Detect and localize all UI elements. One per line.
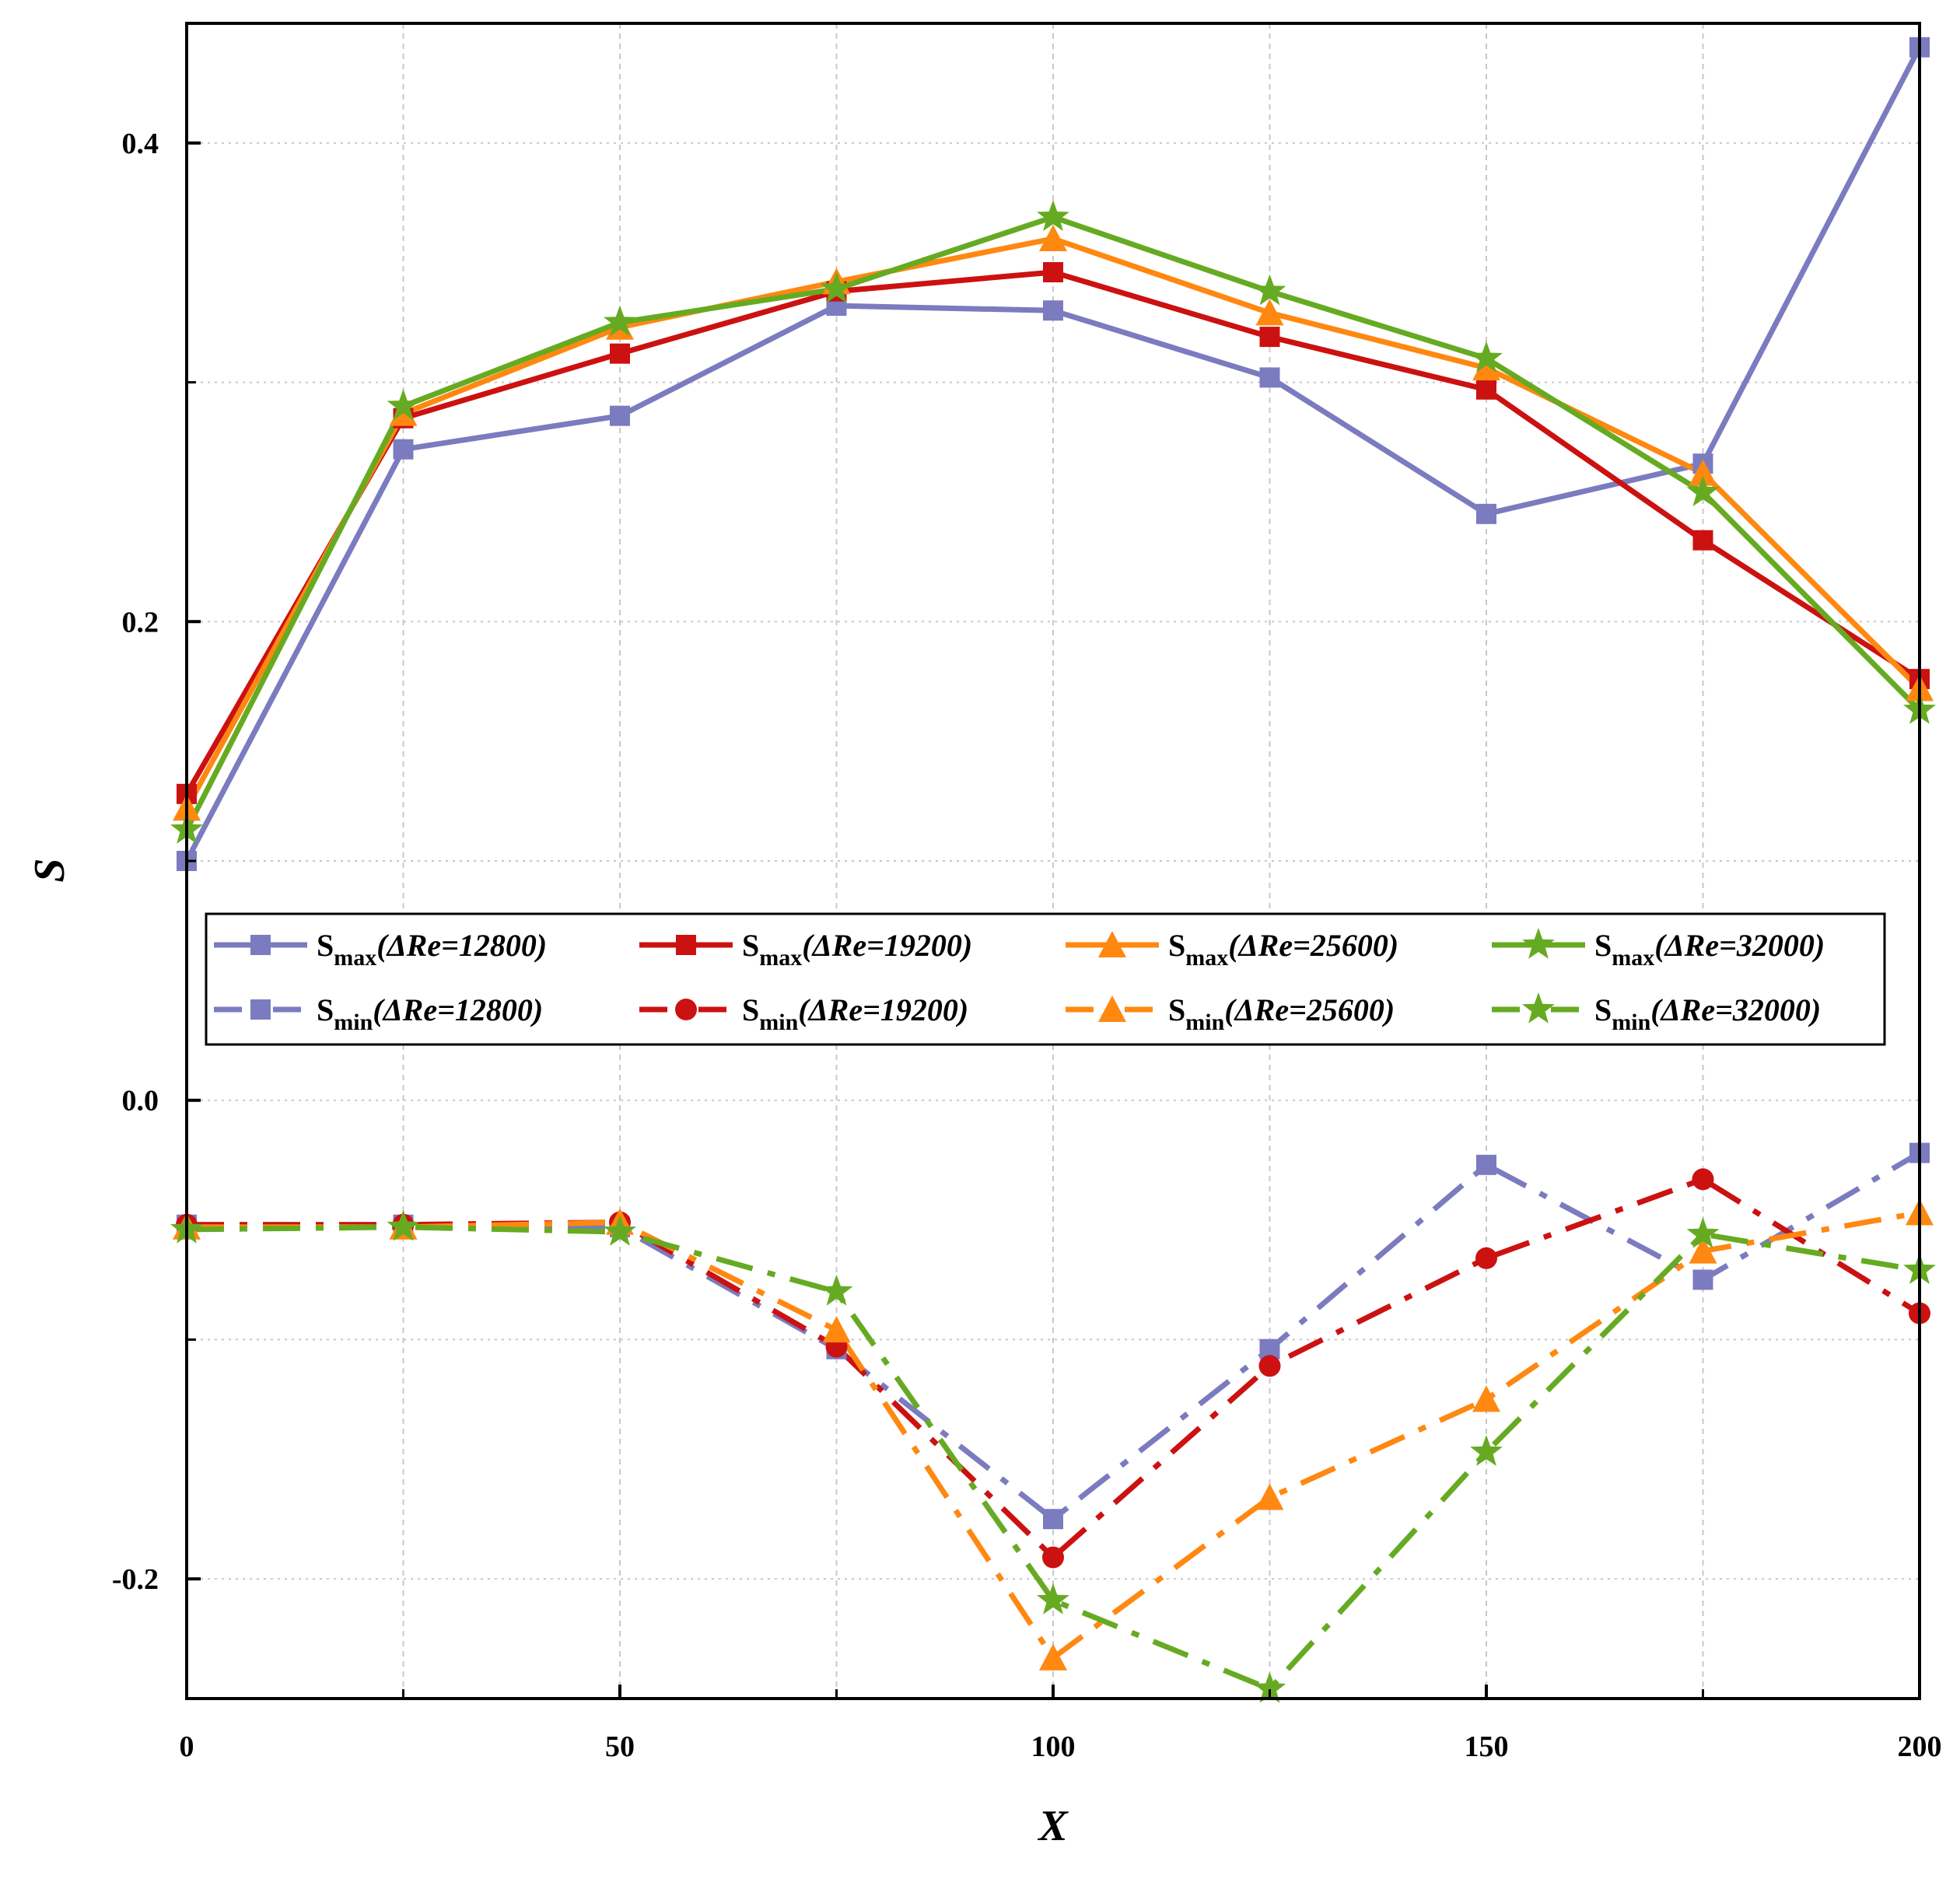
data-point-s2-7 xyxy=(1689,459,1717,486)
y-tick-label: 0.4 xyxy=(122,128,159,160)
data-point-s6-3 xyxy=(822,1316,851,1343)
data-point-s7-7 xyxy=(1686,1217,1720,1248)
legend-marker-7 xyxy=(1522,992,1555,1023)
data-point-s2-4 xyxy=(1039,224,1067,251)
data-point-s4-6 xyxy=(1476,1154,1496,1175)
data-point-s7-3 xyxy=(820,1274,853,1306)
data-point-s3-6 xyxy=(1470,341,1503,373)
legend-marker-6 xyxy=(1098,995,1126,1022)
x-tick-label: 0 xyxy=(180,1730,194,1763)
data-point-s5-4 xyxy=(1042,1546,1064,1569)
data-point-s0-5 xyxy=(1259,367,1280,388)
legend-marker-5 xyxy=(675,999,697,1020)
x-tick-label: 150 xyxy=(1465,1730,1509,1763)
legend-label-1: Smax(ΔRe=19200) xyxy=(742,928,972,971)
legend-label-4: Smin(ΔRe=12800) xyxy=(317,992,543,1035)
data-point-s5-5 xyxy=(1258,1355,1281,1377)
data-point-s1-4 xyxy=(1043,262,1063,283)
data-point-s5-7 xyxy=(1692,1168,1714,1191)
data-point-s3-7 xyxy=(1686,475,1720,506)
y-tick-label: -0.2 xyxy=(112,1563,159,1596)
data-point-s3-4 xyxy=(1037,200,1069,231)
data-point-s7-4 xyxy=(1037,1583,1069,1615)
data-point-s4-4 xyxy=(1043,1509,1063,1530)
legend-marker-4 xyxy=(250,999,271,1020)
legend-label-2: Smax(ΔRe=25600) xyxy=(1168,928,1398,971)
legend-label-5: Smin(ΔRe=19200) xyxy=(742,992,968,1035)
axis-ticks: 0 50 100 150 200 -0.2 0.0 0.2 0.4 xyxy=(112,128,1942,1763)
legend-label-6: Smin(ΔRe=25600) xyxy=(1168,992,1395,1035)
legend: Smax(ΔRe=12800) Smax(ΔRe=19200) Smax(ΔRe=2… xyxy=(205,912,1886,1046)
data-point-s0-2 xyxy=(610,405,630,426)
data-point-s3-2 xyxy=(604,305,636,337)
legend-marker-2 xyxy=(1098,931,1126,957)
data-point-s6-6 xyxy=(1472,1385,1500,1412)
x-tick-label: 200 xyxy=(1898,1730,1942,1763)
data-point-s1-5 xyxy=(1259,327,1280,348)
data-point-s0-6 xyxy=(1476,503,1496,524)
legend-marker-3 xyxy=(1522,928,1555,959)
legend-marker-1 xyxy=(676,935,696,955)
data-point-s2-5 xyxy=(1255,299,1284,326)
legend-label-7: Smin(ΔRe=32000) xyxy=(1594,992,1821,1035)
data-point-s5-6 xyxy=(1475,1247,1497,1269)
data-point-s1-2 xyxy=(610,343,630,364)
data-point-s3-1 xyxy=(387,389,420,421)
data-point-s1-6 xyxy=(1476,379,1496,400)
data-point-s6-7 xyxy=(1689,1237,1717,1264)
data-point-s6-4 xyxy=(1039,1643,1067,1671)
legend-box xyxy=(205,912,1886,1046)
y-tick-label: 0.2 xyxy=(122,606,159,639)
data-point-s7-5 xyxy=(1253,1671,1286,1703)
legend-marker-0 xyxy=(250,935,271,955)
x-tick-label: 100 xyxy=(1031,1730,1076,1763)
grid xyxy=(187,23,1920,1699)
data-point-s6-5 xyxy=(1255,1483,1284,1510)
data-point-s4-7 xyxy=(1692,1269,1713,1290)
y-tick-label: 0.0 xyxy=(122,1085,159,1118)
legend-label-0: Smax(ΔRe=12800) xyxy=(317,928,547,971)
data-point-s3-5 xyxy=(1253,274,1286,306)
data-point-s0-4 xyxy=(1043,300,1063,321)
x-tick-label: 50 xyxy=(605,1730,635,1763)
data-point-s1-7 xyxy=(1692,530,1713,551)
data-point-s2-6 xyxy=(1472,354,1500,381)
data-point-s7-1 xyxy=(387,1209,420,1241)
legend-label-3: Smax(ΔRe=32000) xyxy=(1594,928,1825,971)
data-point-s3-3 xyxy=(820,271,853,303)
data-point-s0-1 xyxy=(393,439,414,460)
y-axis-title: S xyxy=(26,858,74,882)
data-point-s7-2 xyxy=(604,1215,636,1246)
data-point-s7-6 xyxy=(1470,1435,1503,1466)
series-line-7 xyxy=(186,1224,1920,1692)
x-axis-title: X xyxy=(1037,1802,1069,1850)
